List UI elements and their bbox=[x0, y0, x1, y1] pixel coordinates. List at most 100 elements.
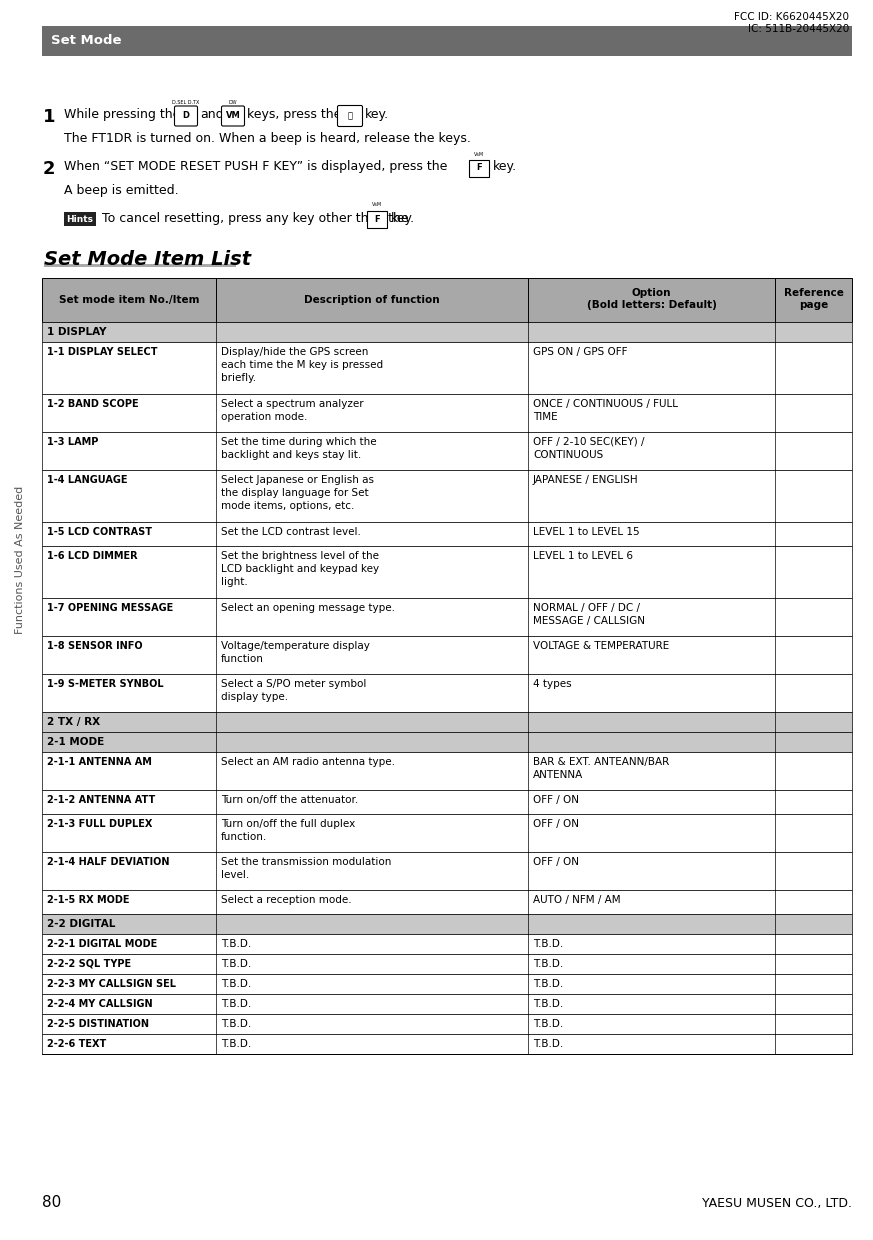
Bar bbox=[42, 890, 852, 914]
Text: T.B.D.: T.B.D. bbox=[221, 959, 251, 968]
Text: level.: level. bbox=[221, 870, 250, 880]
Bar bbox=[42, 1034, 852, 1054]
Text: key.: key. bbox=[365, 108, 389, 122]
Text: MESSAGE / CALLSIGN: MESSAGE / CALLSIGN bbox=[533, 616, 645, 626]
Text: 1-7 OPENING MESSAGE: 1-7 OPENING MESSAGE bbox=[47, 603, 173, 613]
Text: Set the transmission modulation: Set the transmission modulation bbox=[221, 857, 391, 867]
Text: F: F bbox=[375, 215, 380, 223]
Text: 2-2-4 MY CALLSIGN: 2-2-4 MY CALLSIGN bbox=[47, 999, 153, 1009]
Text: mode items, options, etc.: mode items, options, etc. bbox=[221, 501, 354, 511]
Text: Select an AM radio antenna type.: Select an AM radio antenna type. bbox=[221, 756, 395, 768]
Bar bbox=[42, 954, 852, 973]
Text: 4 types: 4 types bbox=[533, 680, 572, 689]
Text: (Bold letters: Default): (Bold letters: Default) bbox=[587, 300, 717, 310]
Bar bbox=[42, 598, 852, 636]
Bar bbox=[42, 342, 852, 394]
Text: Select a S/PO meter symbol: Select a S/PO meter symbol bbox=[221, 680, 367, 689]
Text: VsM: VsM bbox=[474, 151, 484, 156]
Text: Set the LCD contrast level.: Set the LCD contrast level. bbox=[221, 527, 361, 537]
Text: T.B.D.: T.B.D. bbox=[221, 980, 251, 990]
Text: Select a reception mode.: Select a reception mode. bbox=[221, 895, 352, 905]
Text: 2-1-2 ANTENNA ATT: 2-1-2 ANTENNA ATT bbox=[47, 795, 155, 805]
Text: 2 TX / RX: 2 TX / RX bbox=[47, 717, 100, 727]
Text: 2-2-2 SQL TYPE: 2-2-2 SQL TYPE bbox=[47, 959, 131, 968]
Bar bbox=[64, 212, 96, 226]
Text: 1-9 S-METER SYNBOL: 1-9 S-METER SYNBOL bbox=[47, 680, 163, 689]
Text: keys, press the: keys, press the bbox=[247, 108, 341, 122]
Bar bbox=[42, 1014, 852, 1034]
Text: Reference: Reference bbox=[784, 288, 843, 298]
Text: Select Japanese or English as: Select Japanese or English as bbox=[221, 475, 375, 485]
Text: LCD backlight and keypad key: LCD backlight and keypad key bbox=[221, 564, 379, 574]
Text: LEVEL 1 to LEVEL 15: LEVEL 1 to LEVEL 15 bbox=[533, 527, 640, 537]
Text: T.B.D.: T.B.D. bbox=[221, 999, 251, 1009]
Text: D.SEL D.TX: D.SEL D.TX bbox=[172, 99, 200, 104]
Text: T.B.D.: T.B.D. bbox=[533, 959, 563, 968]
Text: LEVEL 1 to LEVEL 6: LEVEL 1 to LEVEL 6 bbox=[533, 551, 633, 560]
Text: T.B.D.: T.B.D. bbox=[533, 1019, 563, 1029]
Text: Select a spectrum analyzer: Select a spectrum analyzer bbox=[221, 399, 364, 409]
Bar bbox=[367, 211, 387, 227]
Text: IC: 511B-20445X20: IC: 511B-20445X20 bbox=[748, 24, 849, 33]
Text: key.: key. bbox=[391, 212, 416, 224]
Text: operation mode.: operation mode. bbox=[221, 412, 307, 422]
Text: the display language for Set: the display language for Set bbox=[221, 489, 368, 498]
Text: page: page bbox=[799, 300, 828, 310]
Text: TIME: TIME bbox=[533, 412, 558, 422]
Text: To cancel resetting, press any key other than the: To cancel resetting, press any key other… bbox=[102, 212, 409, 224]
Bar bbox=[42, 994, 852, 1014]
Text: T.B.D.: T.B.D. bbox=[221, 1039, 251, 1049]
Text: OFF / ON: OFF / ON bbox=[533, 795, 579, 805]
Text: A beep is emitted.: A beep is emitted. bbox=[64, 184, 179, 197]
Bar bbox=[42, 852, 852, 890]
Bar bbox=[42, 914, 852, 934]
Text: T.B.D.: T.B.D. bbox=[533, 1039, 563, 1049]
Text: 1-3 LAMP: 1-3 LAMP bbox=[47, 436, 99, 446]
Text: key.: key. bbox=[493, 160, 517, 174]
Text: 2-2-6 TEXT: 2-2-6 TEXT bbox=[47, 1039, 107, 1049]
FancyBboxPatch shape bbox=[338, 105, 362, 126]
Text: 2-1-1 ANTENNA AM: 2-1-1 ANTENNA AM bbox=[47, 756, 152, 768]
Bar bbox=[42, 675, 852, 712]
Text: ANTENNA: ANTENNA bbox=[533, 770, 583, 780]
Text: Set the time during which the: Set the time during which the bbox=[221, 436, 377, 446]
Text: 80: 80 bbox=[42, 1195, 61, 1210]
Text: display type.: display type. bbox=[221, 692, 288, 702]
Text: FCC ID: K6620445X20: FCC ID: K6620445X20 bbox=[734, 12, 849, 22]
Text: 1: 1 bbox=[43, 108, 56, 126]
FancyBboxPatch shape bbox=[222, 105, 244, 126]
FancyBboxPatch shape bbox=[175, 105, 197, 126]
Text: 2-1-5 RX MODE: 2-1-5 RX MODE bbox=[47, 895, 129, 905]
Text: Turn on/off the full duplex: Turn on/off the full duplex bbox=[221, 818, 355, 830]
Text: T.B.D.: T.B.D. bbox=[533, 939, 563, 949]
Bar bbox=[42, 322, 852, 342]
Text: Voltage/temperature display: Voltage/temperature display bbox=[221, 641, 370, 651]
Bar bbox=[42, 522, 852, 546]
Bar bbox=[42, 394, 852, 432]
Text: T.B.D.: T.B.D. bbox=[533, 999, 563, 1009]
Text: and: and bbox=[200, 108, 223, 122]
Text: GPS ON / GPS OFF: GPS ON / GPS OFF bbox=[533, 347, 628, 357]
Text: YAESU MUSEN CO., LTD.: YAESU MUSEN CO., LTD. bbox=[702, 1197, 852, 1210]
Text: Functions Used As Needed: Functions Used As Needed bbox=[15, 486, 25, 634]
Text: While pressing the: While pressing the bbox=[64, 108, 181, 122]
Bar bbox=[469, 160, 489, 176]
Text: ONCE / CONTINUOUS / FULL: ONCE / CONTINUOUS / FULL bbox=[533, 399, 678, 409]
Text: 2-2-1 DIGITAL MODE: 2-2-1 DIGITAL MODE bbox=[47, 939, 157, 949]
Text: 1-1 DISPLAY SELECT: 1-1 DISPLAY SELECT bbox=[47, 347, 157, 357]
Text: Turn on/off the attenuator.: Turn on/off the attenuator. bbox=[221, 795, 359, 805]
Text: OFF / 2-10 SEC(KEY) /: OFF / 2-10 SEC(KEY) / bbox=[533, 436, 644, 446]
Bar bbox=[44, 264, 236, 267]
Text: 1-4 LANGUAGE: 1-4 LANGUAGE bbox=[47, 475, 127, 485]
Bar bbox=[42, 751, 852, 790]
Text: NORMAL / OFF / DC /: NORMAL / OFF / DC / bbox=[533, 603, 640, 613]
Text: T.B.D.: T.B.D. bbox=[533, 980, 563, 990]
Text: Option: Option bbox=[632, 288, 671, 298]
Text: 1-6 LCD DIMMER: 1-6 LCD DIMMER bbox=[47, 551, 138, 560]
Text: 1 DISPLAY: 1 DISPLAY bbox=[47, 327, 107, 337]
Bar bbox=[42, 973, 852, 994]
Text: Description of function: Description of function bbox=[305, 295, 440, 305]
Text: Set the brightness level of the: Set the brightness level of the bbox=[221, 551, 379, 560]
Text: light.: light. bbox=[221, 577, 248, 587]
Text: T.B.D.: T.B.D. bbox=[221, 1019, 251, 1029]
